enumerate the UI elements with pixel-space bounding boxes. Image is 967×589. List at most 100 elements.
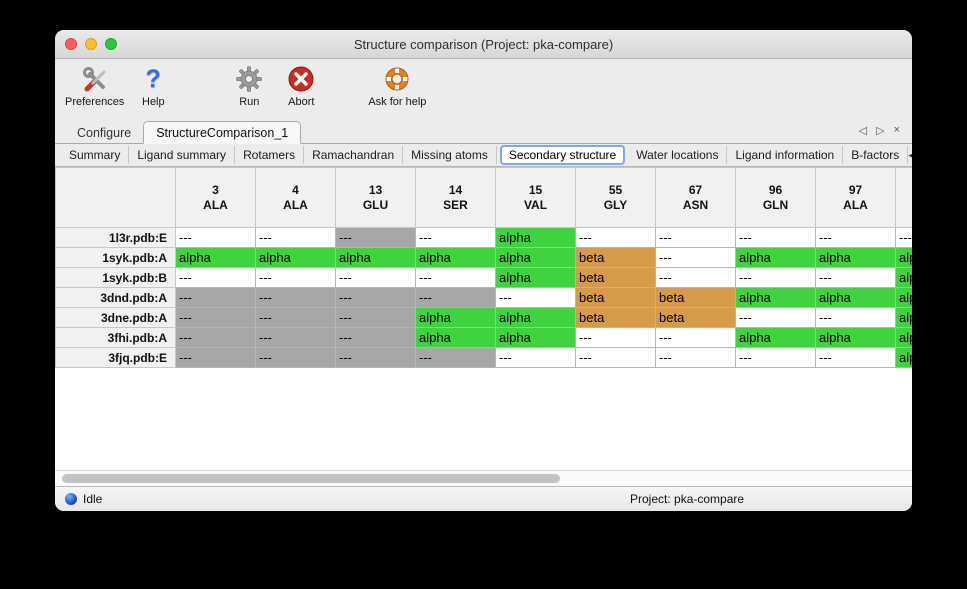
ss-cell[interactable]: alpha [255,247,336,268]
ss-cell[interactable]: beta [575,287,656,308]
ss-cell[interactable]: --- [255,307,336,328]
ss-cell[interactable]: alpha [815,287,896,308]
horizontal-scrollbar-thumb[interactable] [62,474,560,483]
ss-cell[interactable]: alpha [495,307,576,328]
ss-cell[interactable]: --- [175,327,256,348]
ss-cell[interactable]: alpha [495,247,576,268]
tab-structurecomparison-1[interactable]: StructureComparison_1 [143,121,302,144]
ss-cell[interactable]: --- [175,267,256,288]
minimize-window-button[interactable] [85,38,97,50]
ss-cell[interactable]: alpha [175,247,256,268]
ss-cell[interactable]: --- [255,327,336,348]
ss-cell[interactable]: --- [415,227,496,248]
tab-b-factors[interactable]: B-factors [843,146,909,164]
column-header[interactable]: 14 SER [415,167,496,228]
column-header[interactable]: 55 GLY [575,167,656,228]
ss-cell[interactable]: --- [655,347,736,368]
column-header[interactable]: 67 ASN [655,167,736,228]
ss-cell[interactable]: beta [575,247,656,268]
ss-cell[interactable]: alpha [415,307,496,328]
ss-cell[interactable]: --- [175,227,256,248]
help-button[interactable]: ? Help [130,63,176,108]
close-window-button[interactable] [65,38,77,50]
ss-cell[interactable]: alpha [495,227,576,248]
ss-cell-partial[interactable]: alpha [895,247,912,268]
row-label[interactable]: 3fjq.pdb:E [55,347,176,368]
tab-ramachandran[interactable]: Ramachandran [304,146,404,164]
ss-cell[interactable]: --- [175,307,256,328]
ss-cell[interactable]: alpha [335,247,416,268]
ss-cell[interactable]: --- [735,347,816,368]
row-label[interactable]: 3dne.pdb:A [55,307,176,328]
ss-cell[interactable]: --- [415,267,496,288]
close-doc-tab-icon[interactable]: × [893,123,900,136]
row-label[interactable]: 1l3r.pdb:E [55,227,176,248]
ss-cell-partial[interactable]: alpha [895,287,912,308]
ss-cell[interactable]: --- [175,287,256,308]
ss-cell[interactable]: --- [415,347,496,368]
ss-cell[interactable]: --- [255,347,336,368]
row-label[interactable]: 3fhi.pdb:A [55,327,176,348]
ss-cell-partial[interactable]: alpha [895,327,912,348]
horizontal-scrollbar-track[interactable] [55,470,912,486]
ss-cell[interactable]: --- [815,227,896,248]
ss-cell[interactable]: --- [495,347,576,368]
ss-cell[interactable]: --- [655,327,736,348]
ss-cell[interactable]: --- [335,287,416,308]
ss-cell-partial[interactable]: alpha [895,307,912,328]
ss-cell[interactable]: --- [655,247,736,268]
ss-cell[interactable]: --- [335,307,416,328]
tab-summary[interactable]: Summary [61,146,130,164]
tab-ligand-summary[interactable]: Ligand summary [129,146,236,164]
ss-cell[interactable]: beta [655,307,736,328]
tab-rotamers[interactable]: Rotamers [235,146,305,164]
tab-water-locations[interactable]: Water locations [628,146,728,164]
ss-cell[interactable]: beta [575,307,656,328]
ss-cell[interactable]: --- [335,267,416,288]
ss-cell[interactable]: beta [655,287,736,308]
tab-configure[interactable]: Configure [77,126,132,140]
tab-secondary-structure[interactable]: Secondary structure [499,145,626,165]
ss-cell[interactable]: alpha [495,327,576,348]
preferences-button[interactable]: Preferences [65,63,124,108]
ss-cell[interactable]: beta [575,267,656,288]
column-header[interactable]: 96 GLN [735,167,816,228]
ask-for-help-button[interactable]: Ask for help [368,63,426,108]
ss-cell[interactable]: alpha [495,267,576,288]
tab-missing-atoms[interactable]: Missing atoms [403,146,497,164]
ss-cell[interactable]: --- [735,267,816,288]
ss-cell[interactable]: alpha [735,287,816,308]
tab-ligand-information[interactable]: Ligand information [727,146,844,164]
ss-cell[interactable]: alpha [815,327,896,348]
ss-cell[interactable]: --- [575,227,656,248]
ss-cell[interactable]: --- [655,227,736,248]
prev-doc-tab-icon[interactable]: ◁ [858,124,868,137]
ss-cell-partial[interactable]: alpha [895,267,912,288]
ss-cell[interactable]: --- [815,267,896,288]
ss-cell[interactable]: alpha [415,247,496,268]
ss-cell[interactable]: alpha [735,247,816,268]
column-header[interactable]: 3 ALA [175,167,256,228]
ss-cell[interactable]: --- [255,227,336,248]
ss-cell[interactable]: alpha [735,327,816,348]
ss-cell[interactable]: --- [815,347,896,368]
ss-cell[interactable]: --- [735,307,816,328]
ss-cell[interactable]: --- [415,287,496,308]
prev-view-tab-icon[interactable]: ◀ [908,149,912,160]
column-header[interactable]: 13 GLU [335,167,416,228]
ss-cell[interactable]: --- [255,267,336,288]
ss-cell[interactable]: --- [495,287,576,308]
column-header[interactable]: 97 ALA [815,167,896,228]
ss-cell[interactable]: --- [335,327,416,348]
ss-cell[interactable]: --- [255,287,336,308]
run-button[interactable]: Run [226,63,272,108]
zoom-window-button[interactable] [105,38,117,50]
row-label[interactable]: 3dnd.pdb:A [55,287,176,308]
ss-cell[interactable]: --- [175,347,256,368]
ss-cell[interactable]: --- [735,227,816,248]
ss-cell[interactable]: --- [575,327,656,348]
ss-cell[interactable]: --- [815,307,896,328]
column-header[interactable]: 4 ALA [255,167,336,228]
ss-cell[interactable]: --- [575,347,656,368]
abort-button[interactable]: Abort [278,63,324,108]
